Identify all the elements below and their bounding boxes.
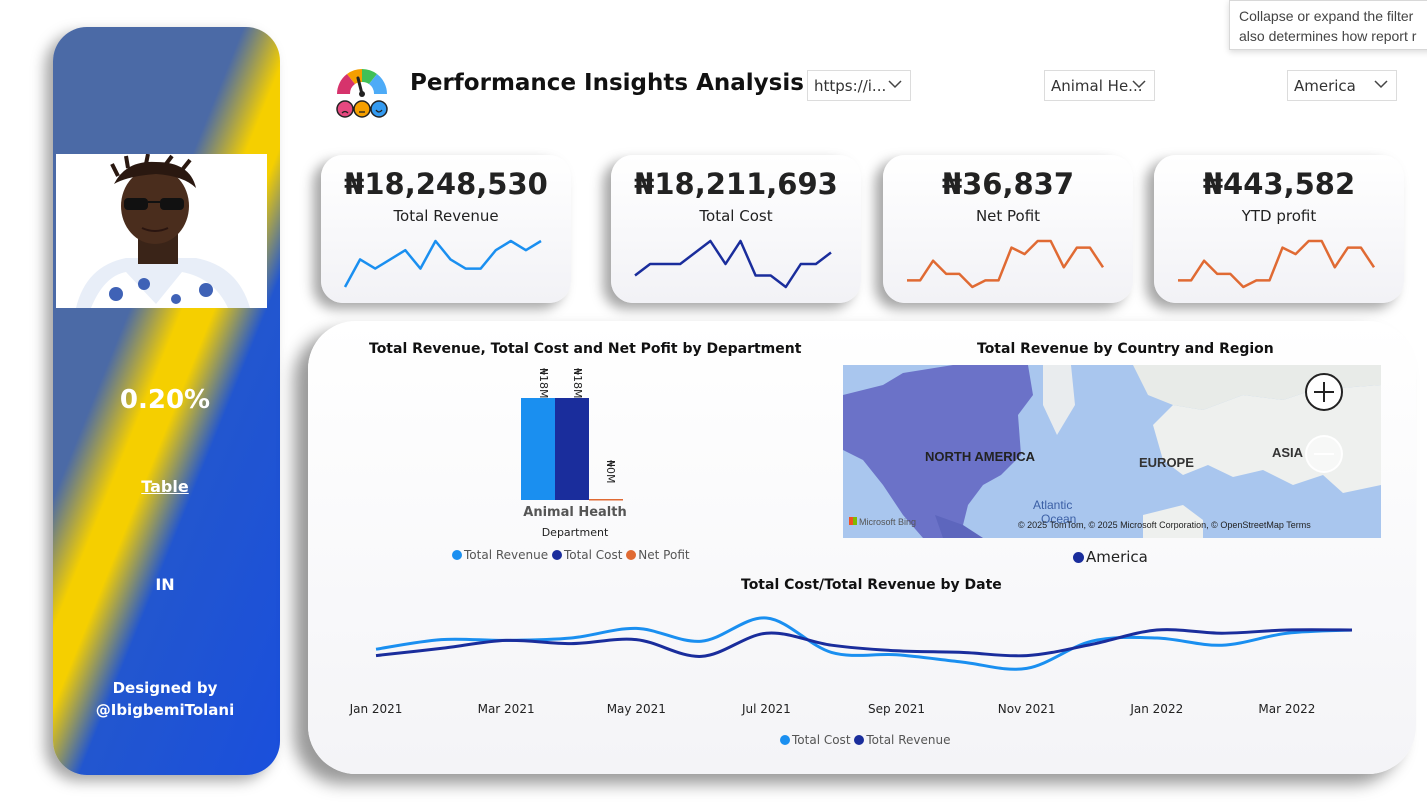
kpi-value: ₦18,248,530 [344, 167, 548, 201]
map-label-asia: ASIA [1272, 445, 1304, 460]
x-tick-label: Mar 2022 [1258, 702, 1315, 716]
url-slicer-value: https://i... [814, 77, 887, 95]
tooltip-line-1: Collapse or expand the filter [1239, 8, 1414, 24]
bar-data-label: ₦0M [604, 460, 617, 484]
sparkline-path [343, 239, 542, 288]
kpi-value: ₦18,211,693 [634, 167, 838, 201]
dashboard-gauge-icon [333, 64, 391, 122]
map-legend-label: America [1086, 548, 1148, 566]
page-title: Performance Insights Analysis [410, 70, 804, 96]
code-label: IN [155, 575, 175, 594]
revenue-map[interactable]: NORTH AMERICA EUROPE ASIA Atlantic Ocean… [843, 365, 1381, 538]
map-attribution[interactable]: © 2025 TomTom, © 2025 Microsoft Corporat… [1018, 520, 1311, 530]
map-label-north-america: NORTH AMERICA [925, 449, 1036, 464]
plus-icon [1314, 382, 1334, 402]
bing-label: Microsoft Bing [859, 517, 917, 527]
sparkline-path [634, 239, 832, 289]
zoom-in-button[interactable] [1305, 373, 1343, 411]
filter-tooltip: Collapse or expand the filter also deter… [1229, 0, 1427, 50]
sidebar: 0.20% Table IN Designed by @IbigbemiTola… [53, 27, 280, 775]
legend-item-total-revenue[interactable]: Total Revenue [854, 733, 950, 747]
bar-chart-title: Total Revenue, Total Cost and Net Pofit … [369, 341, 802, 357]
map-label-europe: EUROPE [1139, 455, 1194, 470]
tooltip-line-2: also determines how report r [1239, 28, 1417, 44]
legend-dot-icon [626, 550, 637, 560]
country-slicer[interactable]: America [1287, 70, 1397, 101]
legend-dot-icon [854, 735, 865, 745]
sparkline [1178, 239, 1376, 289]
kpi-card-ytd-profit[interactable]: ₦443,582 YTD profit [1154, 155, 1404, 303]
legend-label: Total Cost [792, 733, 851, 747]
bar-net-profit[interactable] [589, 499, 623, 501]
zoom-out-button[interactable] [1305, 435, 1343, 473]
designed-by-label: Designed by [112, 679, 218, 697]
kpi-card-total-revenue[interactable]: ₦18,248,530 Total Revenue [321, 155, 571, 303]
bar-total-revenue[interactable] [521, 398, 555, 500]
map-label-ocean: Ocean [1041, 512, 1077, 526]
department-slicer[interactable]: Animal He... [1044, 70, 1155, 101]
bar-data-label: ₦18M [537, 368, 550, 399]
series-line-total-cost[interactable] [375, 616, 1353, 671]
legend-label: Total Revenue [464, 548, 549, 562]
bing-logo: Microsoft Bing [849, 517, 916, 527]
x-tick-label: Nov 2021 [998, 702, 1056, 716]
legend-item-total-revenue[interactable]: Total Revenue [452, 548, 548, 562]
sparkline [634, 239, 832, 289]
map-label-ocean: Atlantic [1033, 498, 1073, 512]
bar-data-label: ₦18M [571, 368, 584, 399]
sparkline [343, 239, 542, 288]
map-legend[interactable]: America [1073, 548, 1148, 566]
kpi-label: Total Cost [699, 207, 773, 225]
legend-item-total-cost[interactable]: Total Cost [551, 548, 623, 562]
line-chart-title: Total Cost/Total Revenue by Date [741, 577, 1002, 593]
kpi-label: Total Revenue [393, 207, 499, 225]
sparkline [907, 239, 1105, 289]
microsoft-logo-icon [849, 517, 857, 525]
sparkline-path [907, 239, 1105, 289]
minus-icon [1314, 453, 1334, 455]
line-chart: Jan 2021 Mar 2021 May 2021 Jul 2021 Sep 2021… [349, 616, 1353, 716]
kpi-value: ₦443,582 [1202, 167, 1356, 201]
country-slicer-value: America [1294, 77, 1356, 95]
map-title: Total Revenue by Country and Region [977, 341, 1274, 357]
legend-label: Total Revenue [866, 733, 951, 747]
series-line-total-revenue[interactable] [375, 628, 1353, 658]
x-tick-label: Jan 2022 [1129, 702, 1183, 716]
kpi-value: ₦36,837 [941, 167, 1075, 201]
designer-handle: @IbigbemiTolani [95, 701, 235, 719]
legend-label: Net Pofit [638, 548, 690, 562]
legend-label: Total Cost [563, 548, 623, 562]
chevron-down-icon [1374, 80, 1388, 89]
legend-dot-icon [1073, 552, 1084, 563]
legend-item-net-profit[interactable]: Net Pofit [626, 548, 690, 562]
department-slicer-value: Animal He... [1051, 77, 1143, 95]
kpi-label: Net Pofit [975, 207, 1041, 225]
legend-dot-icon [780, 735, 790, 745]
chevron-down-icon [1132, 80, 1146, 89]
line-legend: Total Cost Total Revenue [780, 733, 950, 747]
sparkline-path [1178, 239, 1376, 289]
x-tick-label: Jul 2021 [741, 702, 791, 716]
legend-dot-icon [551, 550, 562, 560]
x-tick-label: Jan 2021 [349, 702, 403, 716]
url-slicer[interactable]: https://i... [807, 70, 911, 101]
bar-legend: Total Revenue Total Cost Net Pofit [452, 548, 690, 562]
x-tick-label: Mar 2021 [478, 702, 535, 716]
kpi-card-net-profit[interactable]: ₦36,837 Net Pofit [883, 155, 1133, 303]
legend-item-total-cost[interactable]: Total Cost [780, 733, 851, 747]
legend-dot-icon [452, 550, 462, 560]
percent-value: 0.20% [119, 385, 211, 415]
bar-axis-label: Department [541, 526, 609, 539]
kpi-card-total-cost[interactable]: ₦18,211,693 Total Cost [611, 155, 861, 303]
bar-total-cost[interactable] [555, 398, 589, 500]
chevron-down-icon [888, 80, 902, 89]
table-link[interactable]: Table [141, 477, 189, 496]
x-tick-label: May 2021 [607, 702, 666, 716]
x-tick-label: Sep 2021 [868, 702, 925, 716]
bar-chart: ₦18M ₦18M ₦0M [521, 368, 623, 501]
designer-credit: Designed by @IbigbemiTolani [53, 677, 277, 721]
kpi-label: YTD profit [1241, 207, 1317, 225]
profile-photo [56, 154, 267, 308]
bar-category-label: Animal Health [523, 505, 627, 520]
